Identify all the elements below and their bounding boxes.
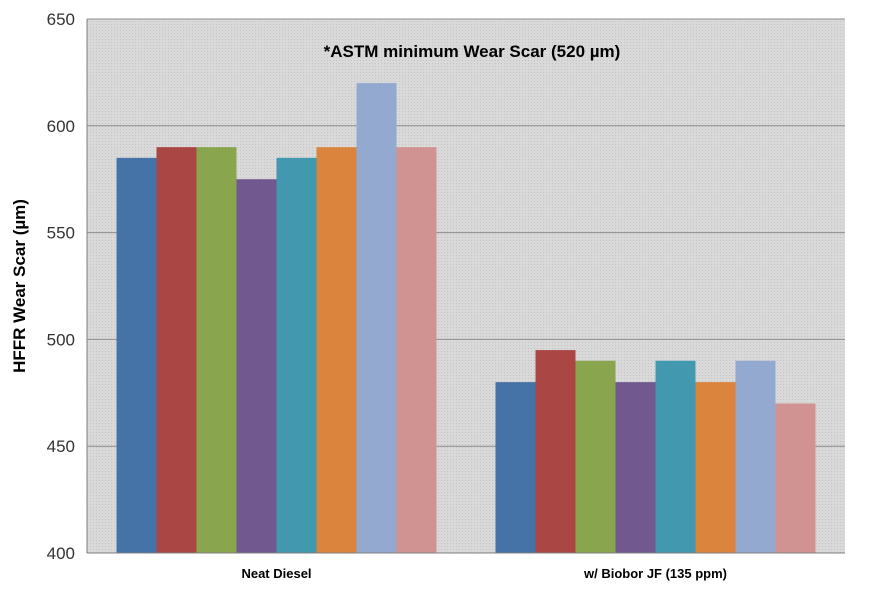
bar [116, 157, 157, 553]
y-tick-label: 400 [47, 544, 75, 563]
bar [156, 147, 197, 553]
y-tick-label: 450 [47, 437, 75, 456]
y-tick-label: 500 [47, 330, 75, 349]
bar [535, 350, 576, 553]
x-category-labels: Neat Diesel w/ Biobor JF (135 ppm) [241, 566, 727, 581]
bar [495, 382, 536, 553]
y-tick-label: 550 [47, 224, 75, 243]
bar [575, 360, 616, 553]
bar [196, 147, 237, 553]
bar [615, 382, 656, 553]
y-tick-labels: 400 450 500 550 600 650 [47, 10, 75, 563]
bar [735, 360, 776, 553]
x-category-label: w/ Biobor JF (135 ppm) [583, 566, 727, 581]
x-category-label: Neat Diesel [241, 566, 311, 581]
y-axis-title: HFFR Wear Scar (µm) [10, 199, 29, 373]
bar [316, 147, 357, 553]
bar [655, 360, 696, 553]
bar [775, 403, 816, 553]
y-tick-label: 600 [47, 117, 75, 136]
bar [356, 83, 397, 553]
bar-series-group [116, 83, 816, 553]
bar [276, 157, 317, 553]
bar [695, 382, 736, 553]
y-tick-label: 650 [47, 10, 75, 29]
annotation-text: *ASTM minimum Wear Scar (520 µm) [324, 42, 621, 61]
bar [396, 147, 437, 553]
bar [236, 179, 277, 553]
